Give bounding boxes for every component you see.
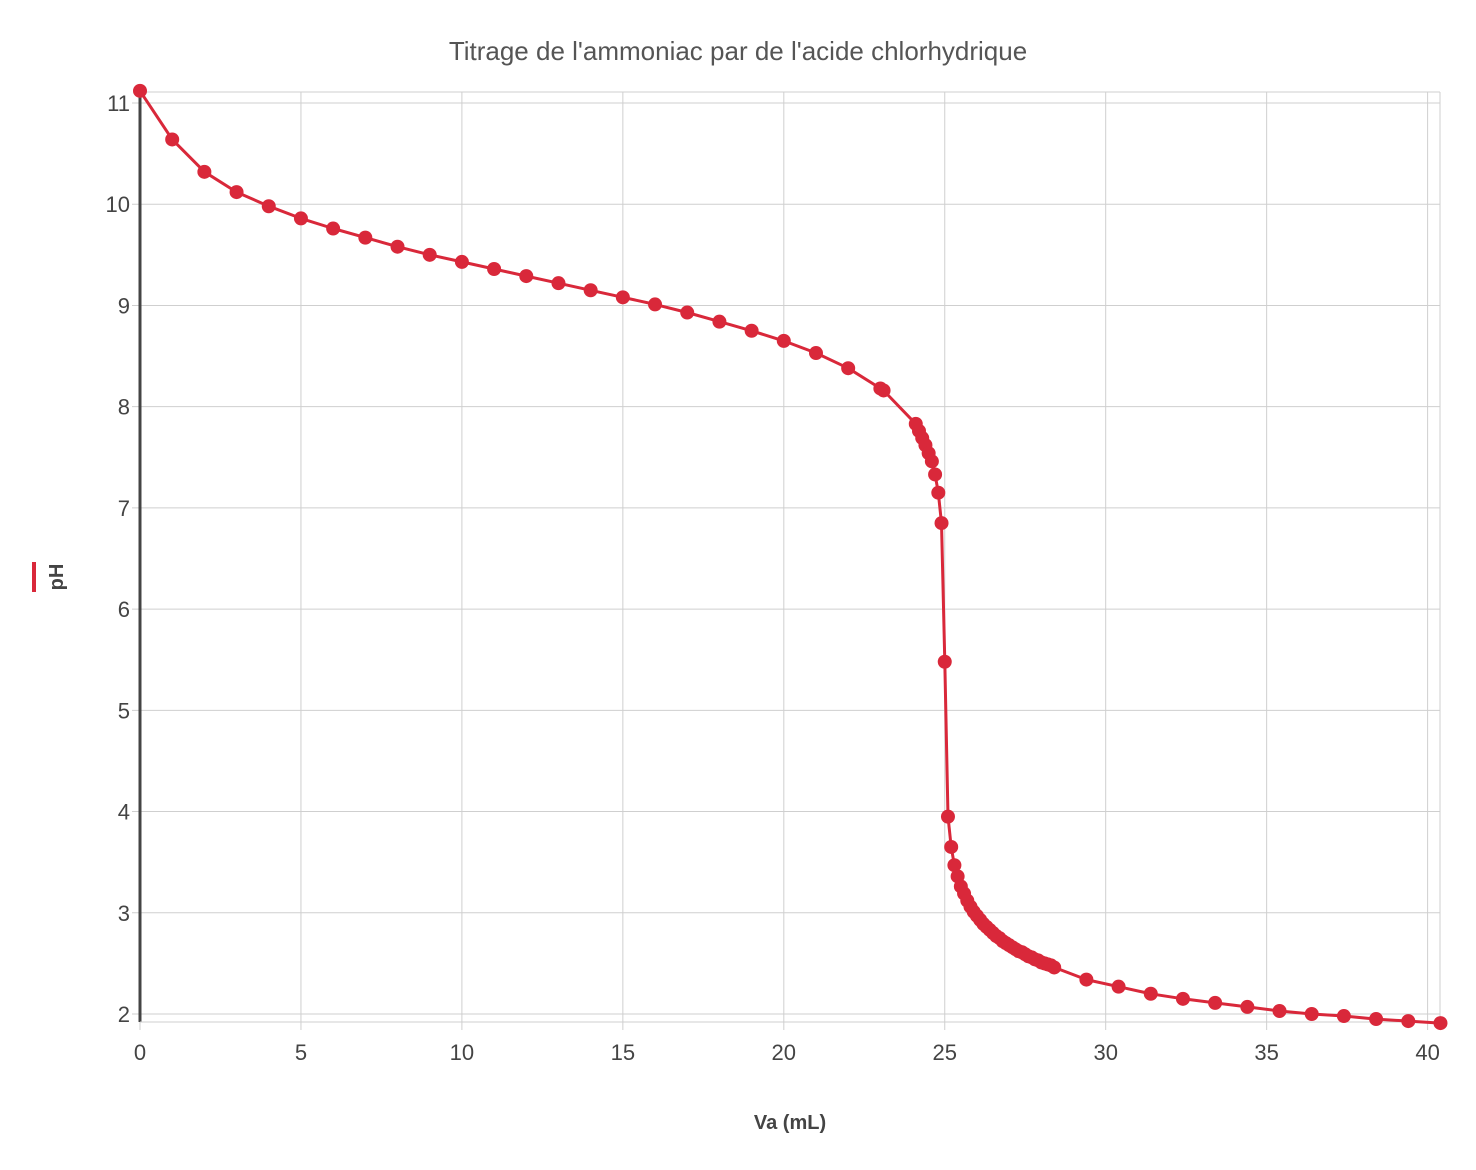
data-point [876, 383, 891, 398]
data-point [924, 454, 939, 469]
legend-swatch [32, 562, 36, 592]
data-point [487, 262, 502, 277]
x-tick-label: 5 [295, 1040, 307, 1065]
data-point [1304, 1007, 1319, 1021]
y-tick-label: 7 [118, 496, 130, 521]
tick-labels: 0 5 10 15 20 25 30 35 40 2 3 4 5 6 7 8 9 10 11 [106, 91, 1440, 1065]
data-point [1336, 1009, 1351, 1024]
chart-title: Titrage de l'ammoniac par de l'acide chl… [449, 36, 1027, 66]
data-point [940, 809, 955, 824]
data-point [1175, 991, 1190, 1006]
y-tick-label: 9 [118, 293, 130, 318]
data-point [133, 83, 147, 98]
grid [132, 91, 1441, 1030]
data-point [1240, 999, 1255, 1014]
data-point [1369, 1012, 1384, 1027]
y-tick-label: 2 [118, 1002, 130, 1027]
data-point [934, 516, 949, 531]
data-point [293, 211, 308, 226]
data-point [1143, 986, 1158, 1001]
data-point [1208, 995, 1223, 1010]
axes [138, 92, 1440, 1023]
data-point [1401, 1014, 1416, 1029]
legend: pH [32, 562, 68, 592]
data-point [776, 333, 791, 348]
x-tick-label: 20 [772, 1040, 796, 1065]
y-tick-label: 4 [118, 800, 130, 825]
data-point [551, 276, 566, 291]
data-point [165, 132, 180, 147]
data-point [454, 254, 469, 269]
y-tick-label: 11 [107, 91, 130, 116]
data-point [229, 185, 244, 200]
data-point [261, 199, 276, 214]
data-point [937, 654, 952, 669]
y-tick-label: 8 [118, 395, 130, 420]
y-tick-label: 5 [118, 698, 130, 723]
data-point [583, 283, 598, 298]
data-point [712, 314, 727, 329]
y-tick-label: 10 [106, 192, 130, 217]
data-point [390, 239, 405, 254]
data-point [422, 247, 437, 262]
series-ph [133, 83, 1448, 1031]
data-point [744, 323, 759, 338]
data-point [197, 164, 212, 179]
data-point [1433, 1016, 1448, 1031]
data-point [928, 467, 943, 482]
data-point [1111, 979, 1126, 994]
y-tick-label: 3 [118, 901, 130, 926]
x-tick-label: 10 [450, 1040, 474, 1065]
data-point [944, 839, 959, 854]
x-tick-label: 25 [933, 1040, 957, 1065]
data-point [1272, 1003, 1287, 1018]
data-point [947, 858, 962, 873]
data-point [326, 221, 341, 236]
data-point [358, 230, 373, 245]
data-point [648, 297, 663, 312]
y-tick-label: 6 [118, 597, 130, 622]
data-point [841, 361, 856, 376]
x-tick-label: 40 [1415, 1040, 1439, 1065]
x-tick-label: 0 [134, 1040, 146, 1065]
x-tick-label: 30 [1093, 1040, 1117, 1065]
y-axis-title: pH [46, 564, 68, 591]
data-point [615, 290, 630, 305]
data-point [931, 485, 946, 500]
x-tick-label: 35 [1254, 1040, 1278, 1065]
data-point [808, 346, 823, 361]
x-axis-title: Va (mL) [754, 1112, 826, 1134]
data-point [1079, 972, 1094, 987]
x-tick-label: 15 [611, 1040, 635, 1065]
data-point [1047, 960, 1062, 975]
data-point [519, 269, 534, 284]
data-point [680, 305, 695, 320]
